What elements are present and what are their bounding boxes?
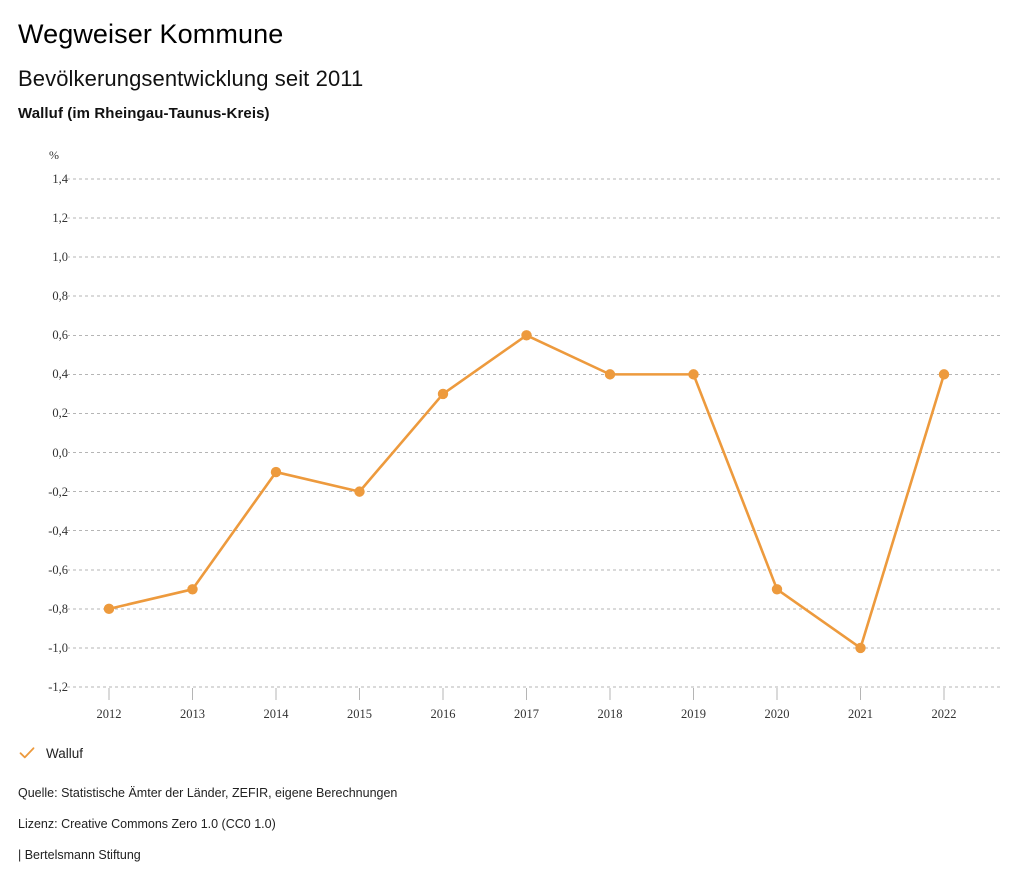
y-axis-tick-label: -0,2 bbox=[48, 484, 68, 499]
y-axis-tick-label: 0,0 bbox=[52, 445, 68, 460]
organisation-note: | Bertelsmann Stiftung bbox=[18, 848, 141, 862]
y-axis-tick-label: 0,4 bbox=[52, 367, 68, 382]
y-axis-tick-label: 1,4 bbox=[52, 172, 68, 186]
license-note: Lizenz: Creative Commons Zero 1.0 (CC0 1… bbox=[18, 817, 276, 831]
x-axis-tick-label: 2022 bbox=[931, 707, 957, 721]
data-point[interactable] bbox=[103, 603, 115, 615]
y-axis-tick-label: 1,2 bbox=[52, 211, 68, 226]
data-point[interactable] bbox=[437, 388, 449, 400]
page-subtitle: Bevölkerungsentwicklung seit 2011 bbox=[18, 66, 364, 91]
line-chart: % 1,4 1,2 1,0 0,8 0,6 0,4 0,2 0,0 -0,2 -0,4 -0,6 -0… bbox=[0, 140, 1024, 730]
check-icon bbox=[19, 747, 35, 759]
x-axis-tick-label: 2014 bbox=[263, 707, 289, 721]
data-point[interactable] bbox=[270, 466, 282, 478]
x-axis-tick-label: 2013 bbox=[180, 707, 205, 721]
x-axis-tick-label: 2015 bbox=[347, 707, 372, 721]
y-axis-tick-label: -1,2 bbox=[48, 680, 68, 694]
y-axis-tick-label: -0,4 bbox=[48, 523, 68, 538]
y-axis-tick-label: 1,0 bbox=[52, 250, 68, 265]
data-point[interactable] bbox=[771, 584, 783, 595]
y-axis-tick-label: -1,0 bbox=[48, 640, 68, 655]
data-point[interactable] bbox=[604, 369, 616, 380]
data-point[interactable] bbox=[938, 369, 950, 380]
legend-series-label: Walluf bbox=[46, 745, 84, 761]
y-axis-tick-label: 0,2 bbox=[52, 406, 68, 421]
y-axis-tick-label: 0,8 bbox=[52, 289, 68, 304]
y-axis-tick-label: -0,6 bbox=[48, 562, 68, 577]
y-axis-unit-label: % bbox=[49, 148, 59, 162]
source-note: Quelle: Statistische Ämter der Länder, Z… bbox=[18, 786, 398, 800]
x-axis-tick-label: 2012 bbox=[96, 707, 122, 721]
chart-legend[interactable]: Walluf bbox=[18, 744, 83, 762]
y-axis-tick-label: 0,6 bbox=[52, 328, 68, 343]
region-label: Walluf (im Rheingau-Taunus-Kreis) bbox=[18, 105, 270, 122]
x-axis-tick-label: 2020 bbox=[764, 707, 790, 721]
x-axis-tick-label: 2016 bbox=[430, 707, 456, 721]
page-title: Wegweiser Kommune bbox=[18, 19, 284, 49]
data-point[interactable] bbox=[354, 486, 365, 497]
x-axis-tick-label: 2019 bbox=[681, 707, 706, 721]
data-point[interactable] bbox=[688, 369, 699, 380]
data-point[interactable] bbox=[187, 584, 198, 595]
data-point[interactable] bbox=[521, 330, 532, 341]
x-axis-tick-label: 2017 bbox=[514, 707, 539, 721]
chart-plot-area bbox=[67, 178, 1000, 700]
y-axis-labels: 1,4 1,2 1,0 0,8 0,6 0,4 0,2 0,0 -0,2 -0,4 -0,6 -0,8… bbox=[16, 140, 68, 700]
x-axis-tick-label: 2021 bbox=[848, 707, 873, 721]
x-axis-labels: 2012 2013 2014 2015 2016 2017 2018 2019 2020 2021… bbox=[0, 140, 1024, 730]
y-axis-tick-label: -0,8 bbox=[48, 601, 68, 616]
data-point[interactable] bbox=[855, 642, 866, 654]
x-axis-tick-label: 2018 bbox=[597, 707, 623, 721]
